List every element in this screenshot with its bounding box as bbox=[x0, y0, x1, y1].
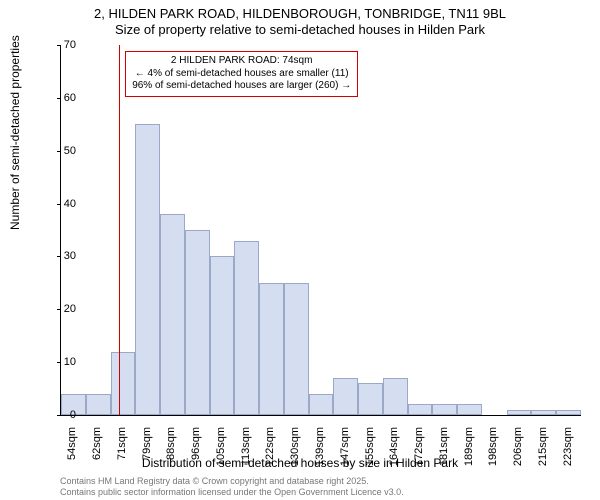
histogram-bar bbox=[383, 378, 408, 415]
chart-title-line2: Size of property relative to semi-detach… bbox=[0, 22, 600, 37]
credit-text: Contains HM Land Registry data © Crown c… bbox=[60, 476, 404, 498]
reference-line bbox=[119, 45, 120, 415]
xtick-label: 54sqm bbox=[66, 427, 78, 477]
xtick-label: 62sqm bbox=[91, 427, 103, 477]
ytick-label: 10 bbox=[64, 356, 76, 368]
ytick-mark bbox=[57, 415, 61, 416]
plot-area: 2 HILDEN PARK ROAD: 74sqm← 4% of semi-de… bbox=[60, 45, 581, 416]
xtick-label: 113sqm bbox=[240, 427, 252, 477]
xtick-label: 130sqm bbox=[289, 427, 301, 477]
xtick-label: 147sqm bbox=[339, 427, 351, 477]
xtick-label: 181sqm bbox=[438, 427, 450, 477]
xtick-label: 79sqm bbox=[141, 427, 153, 477]
annotation-line: ← 4% of semi-detached houses are smaller… bbox=[132, 68, 351, 81]
histogram-bar bbox=[333, 378, 358, 415]
ytick-mark bbox=[57, 204, 61, 205]
ytick-label: 60 bbox=[64, 92, 76, 104]
ytick-mark bbox=[57, 98, 61, 99]
xtick-label: 198sqm bbox=[487, 427, 499, 477]
ytick-mark bbox=[57, 309, 61, 310]
xtick-label: 223sqm bbox=[562, 427, 574, 477]
xtick-label: 172sqm bbox=[413, 427, 425, 477]
xtick-label: 105sqm bbox=[215, 427, 227, 477]
chart-title-line1: 2, HILDEN PARK ROAD, HILDENBOROUGH, TONB… bbox=[0, 6, 600, 21]
chart-container: 2, HILDEN PARK ROAD, HILDENBOROUGH, TONB… bbox=[0, 0, 600, 500]
histogram-bar bbox=[135, 124, 160, 415]
histogram-bar bbox=[210, 256, 235, 415]
ytick-label: 0 bbox=[70, 409, 76, 421]
histogram-bar bbox=[408, 404, 433, 415]
y-axis-label: Number of semi-detached properties bbox=[8, 35, 22, 230]
ytick-label: 70 bbox=[64, 39, 76, 51]
ytick-label: 20 bbox=[64, 303, 76, 315]
xtick-label: 96sqm bbox=[190, 427, 202, 477]
xtick-label: 155sqm bbox=[364, 427, 376, 477]
histogram-bar bbox=[432, 404, 457, 415]
histogram-bar bbox=[259, 283, 284, 415]
annotation-line: 96% of semi-detached houses are larger (… bbox=[132, 80, 351, 93]
histogram-bar bbox=[86, 394, 111, 415]
histogram-bar bbox=[457, 404, 482, 415]
xtick-label: 206sqm bbox=[512, 427, 524, 477]
histogram-bar bbox=[284, 283, 309, 415]
xtick-label: 164sqm bbox=[388, 427, 400, 477]
histogram-bar bbox=[556, 410, 581, 415]
ytick-label: 50 bbox=[64, 145, 76, 157]
xtick-label: 122sqm bbox=[264, 427, 276, 477]
ytick-label: 40 bbox=[64, 198, 76, 210]
ytick-mark bbox=[57, 151, 61, 152]
histogram-bar bbox=[111, 352, 136, 415]
xtick-label: 139sqm bbox=[314, 427, 326, 477]
annotation-box: 2 HILDEN PARK ROAD: 74sqm← 4% of semi-de… bbox=[125, 51, 358, 97]
histogram-bar bbox=[185, 230, 210, 415]
xtick-label: 189sqm bbox=[463, 427, 475, 477]
xtick-label: 71sqm bbox=[116, 427, 128, 477]
ytick-label: 30 bbox=[64, 250, 76, 262]
histogram-bar bbox=[234, 241, 259, 415]
credit-line1: Contains HM Land Registry data © Crown c… bbox=[60, 476, 404, 487]
histogram-bar bbox=[507, 410, 532, 415]
annotation-line: 2 HILDEN PARK ROAD: 74sqm bbox=[132, 55, 351, 68]
ytick-mark bbox=[57, 45, 61, 46]
credit-line2: Contains public sector information licen… bbox=[60, 487, 404, 498]
histogram-bar bbox=[531, 410, 556, 415]
xtick-label: 215sqm bbox=[537, 427, 549, 477]
ytick-mark bbox=[57, 362, 61, 363]
ytick-mark bbox=[57, 256, 61, 257]
histogram-bar bbox=[358, 383, 383, 415]
histogram-bar bbox=[160, 214, 185, 415]
histogram-bar bbox=[309, 394, 334, 415]
xtick-label: 88sqm bbox=[165, 427, 177, 477]
